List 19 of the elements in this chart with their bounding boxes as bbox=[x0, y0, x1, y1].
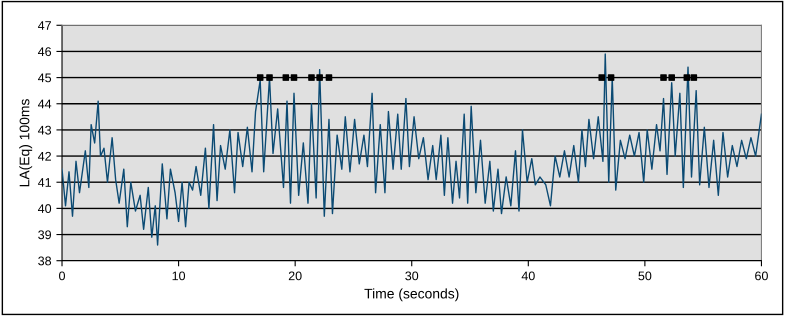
y-tick-label: 38 bbox=[38, 256, 52, 266]
x-tick-label: 40 bbox=[522, 271, 535, 280]
x-axis-title: Time (seconds) bbox=[364, 288, 458, 302]
x-tick-label: 20 bbox=[288, 271, 302, 280]
y-tick-label: 45 bbox=[38, 74, 52, 82]
y-tick-label: 47 bbox=[38, 21, 51, 30]
y-tick-label: 41 bbox=[38, 178, 51, 187]
x-tick-label: 50 bbox=[638, 271, 652, 280]
x-tick-label: 10 bbox=[172, 271, 186, 280]
y-tick-label: 40 bbox=[38, 204, 52, 214]
x-tick-label: 30 bbox=[405, 271, 418, 280]
x-tick-label: 0 bbox=[59, 271, 65, 280]
y-tick-label: 43 bbox=[38, 126, 52, 135]
y-tick-label: 42 bbox=[38, 152, 51, 161]
y-tick-label: 46 bbox=[38, 47, 52, 56]
x-tick-label: 60 bbox=[755, 271, 768, 280]
y-tick-label: 44 bbox=[38, 100, 52, 108]
y-axis-title: LA(Eq) 100ms bbox=[19, 99, 32, 186]
y-tick-label: 39 bbox=[38, 230, 52, 240]
